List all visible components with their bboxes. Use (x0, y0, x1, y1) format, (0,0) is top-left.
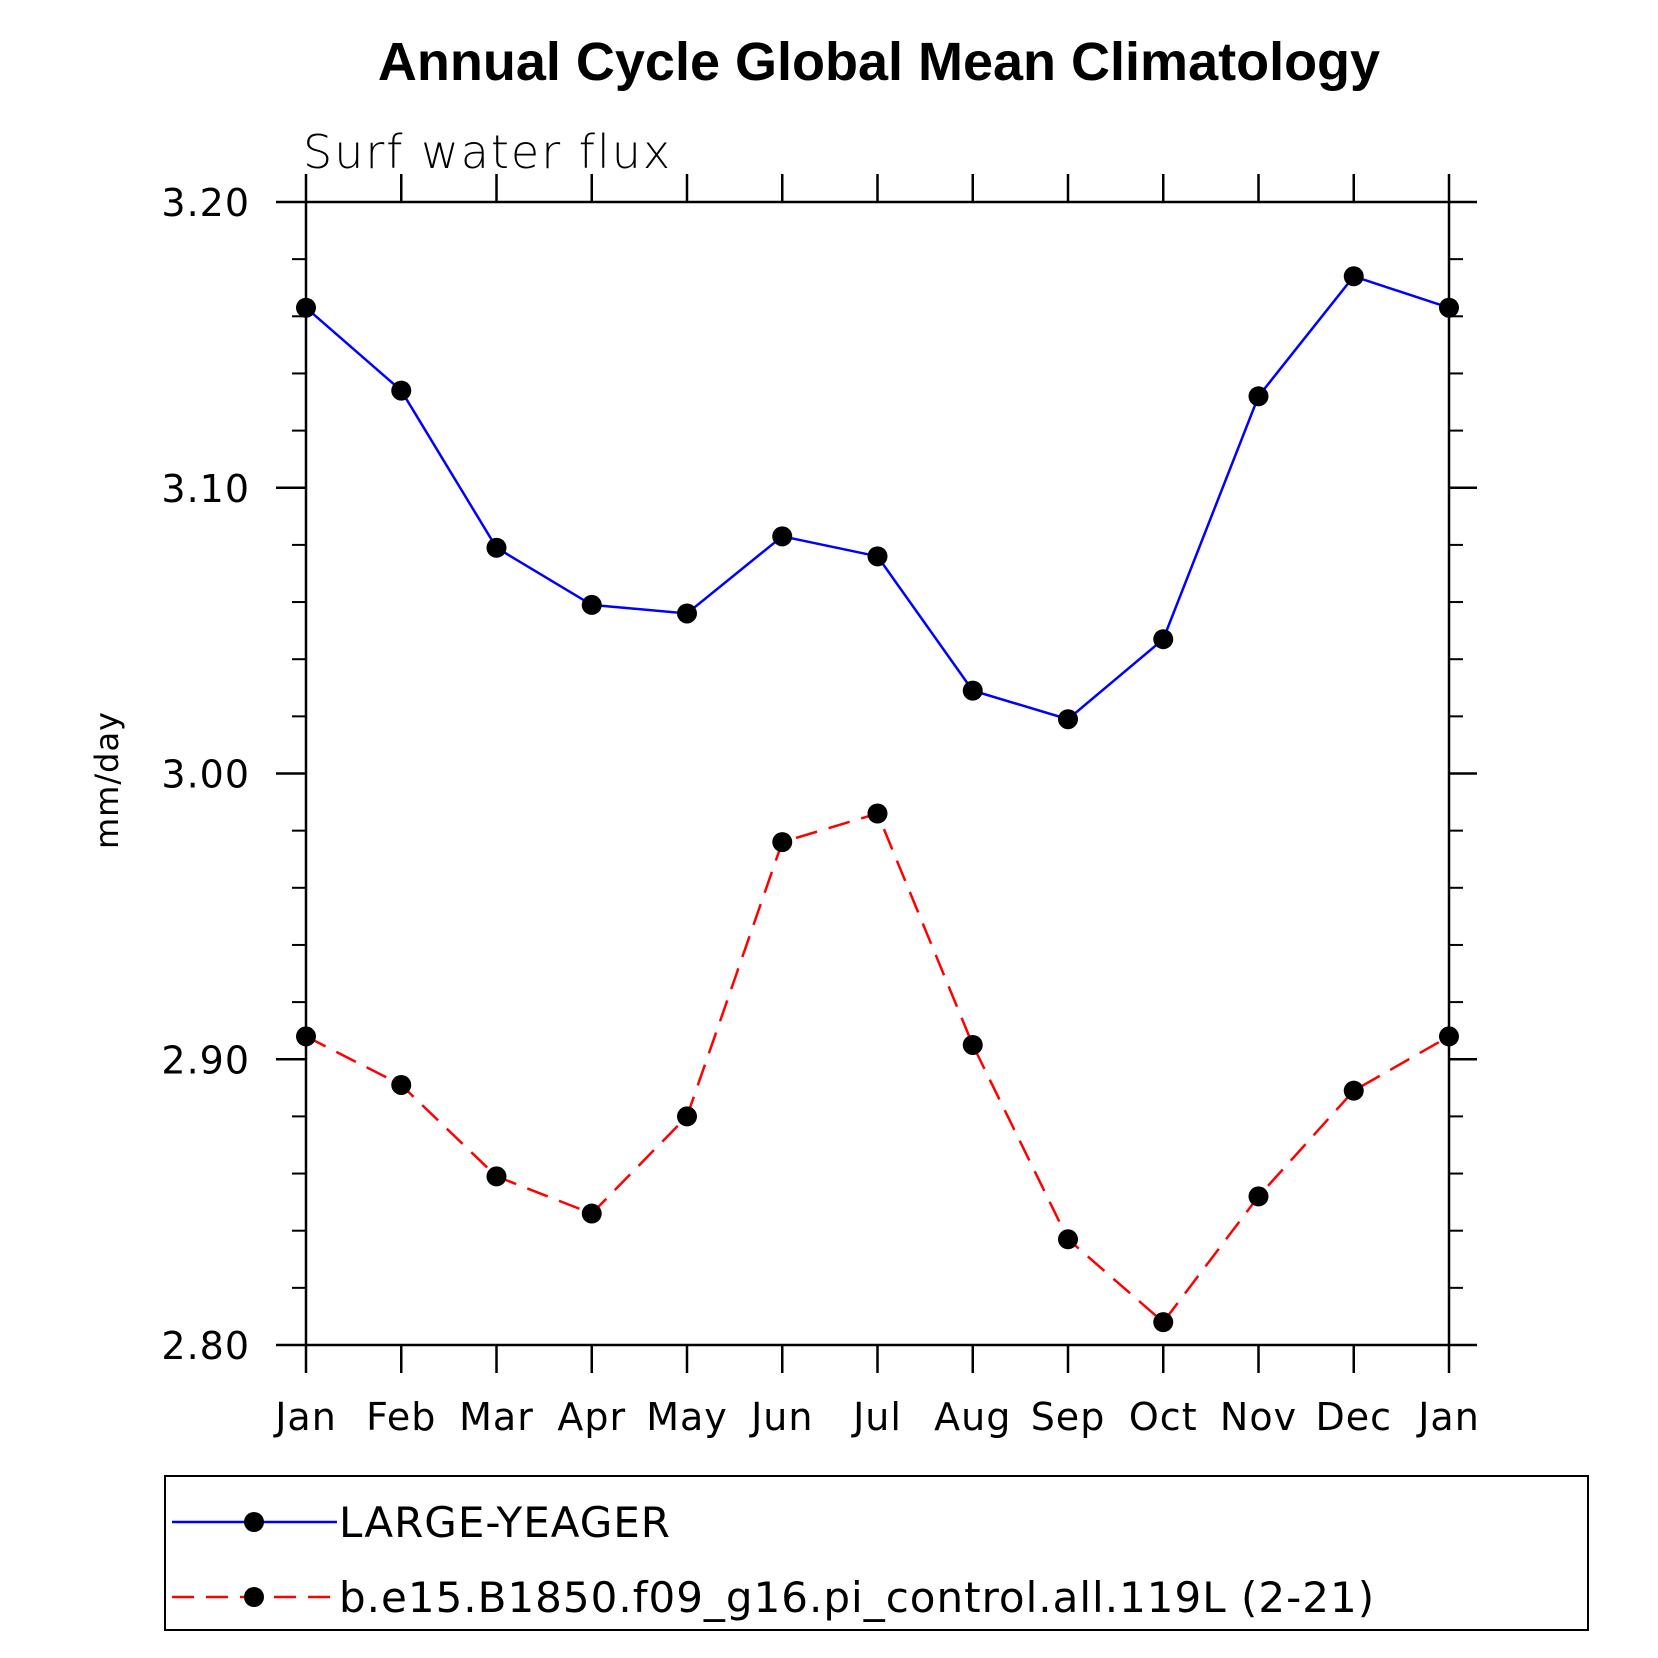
series-line (305, 811, 1450, 1324)
x-tick-labels: Jan Feb Mar Apr May Jun Jul Aug Sep Oct Nov Dec Jan (273, 1395, 1480, 1439)
legend-label: LARGE-YEAGER (339, 1498, 671, 1547)
data-point (1343, 266, 1364, 287)
svg-text:mm/day: mm/day (88, 711, 126, 849)
x-tick-label: Mar (459, 1395, 534, 1439)
data-point (391, 380, 412, 401)
data-point (486, 1166, 507, 1187)
x-tick-label: Dec (1315, 1395, 1392, 1439)
data-point (772, 832, 793, 853)
data-point (677, 1106, 697, 1127)
y-tick-label: 3.20 (161, 181, 250, 225)
x-tick-label: Apr (557, 1395, 626, 1439)
y-tick-label: 3.10 (161, 467, 250, 511)
data-point (1343, 1080, 1364, 1101)
x-tick-label: Oct (1129, 1395, 1198, 1439)
data-point (1058, 1229, 1078, 1250)
chart-subtitle: Surf water flux (303, 125, 672, 179)
x-tick-label: May (646, 1395, 728, 1439)
legend: LARGE-YEAGER b.e15.B1850.f09_g16.pi_contr… (164, 1475, 1589, 1631)
legend-marker (244, 1512, 264, 1532)
y-tick-label: 3.00 (161, 753, 250, 797)
chart-title: Annual Cycle Global Mean Climatology (378, 32, 1380, 92)
y-tick-labels: 2.80 2.90 3.00 3.10 3.20 (161, 181, 250, 1368)
y-axis-title: mm/day (88, 711, 126, 849)
data-point (1153, 1312, 1174, 1333)
data-point (677, 603, 697, 624)
y-tick-label: 2.90 (161, 1038, 250, 1082)
x-tick-label: Aug (934, 1395, 1011, 1439)
series-layer (296, 266, 1459, 1333)
x-tick-label: Nov (1220, 1395, 1297, 1439)
plot-frame (304, 200, 1451, 1347)
legend-marker (244, 1587, 264, 1607)
data-point (962, 1034, 983, 1055)
data-point (867, 546, 888, 567)
series-2 (296, 803, 1459, 1333)
legend-box (164, 1475, 1589, 1631)
x-tick-label: Jan (1416, 1395, 1480, 1439)
legend-label: b.e15.B1850.f09_g16.pi_control.all.119L … (339, 1573, 1375, 1622)
x-tick-label: Feb (366, 1395, 436, 1439)
data-point (772, 526, 793, 547)
data-point (391, 1074, 412, 1095)
y-tick-label: 2.80 (161, 1324, 250, 1368)
legend-item: b.e15.B1850.f09_g16.pi_control.all.119L … (172, 1573, 1375, 1622)
data-point (1248, 1186, 1269, 1207)
series-1 (296, 266, 1459, 730)
data-point (581, 594, 602, 615)
x-tick-label: Jun (749, 1395, 813, 1439)
data-point (581, 1203, 602, 1224)
data-point (962, 680, 983, 701)
data-point (1153, 629, 1174, 650)
data-point (867, 803, 888, 824)
x-tick-label: Jan (273, 1395, 337, 1439)
data-point (486, 537, 507, 558)
data-point (1058, 709, 1078, 730)
x-tick-label: Jul (851, 1395, 902, 1439)
legend-item: LARGE-YEAGER (172, 1498, 671, 1547)
data-point (1248, 386, 1269, 407)
series-line (305, 274, 1450, 721)
axis-ticks (276, 174, 1477, 1373)
x-tick-label: Sep (1031, 1395, 1106, 1439)
